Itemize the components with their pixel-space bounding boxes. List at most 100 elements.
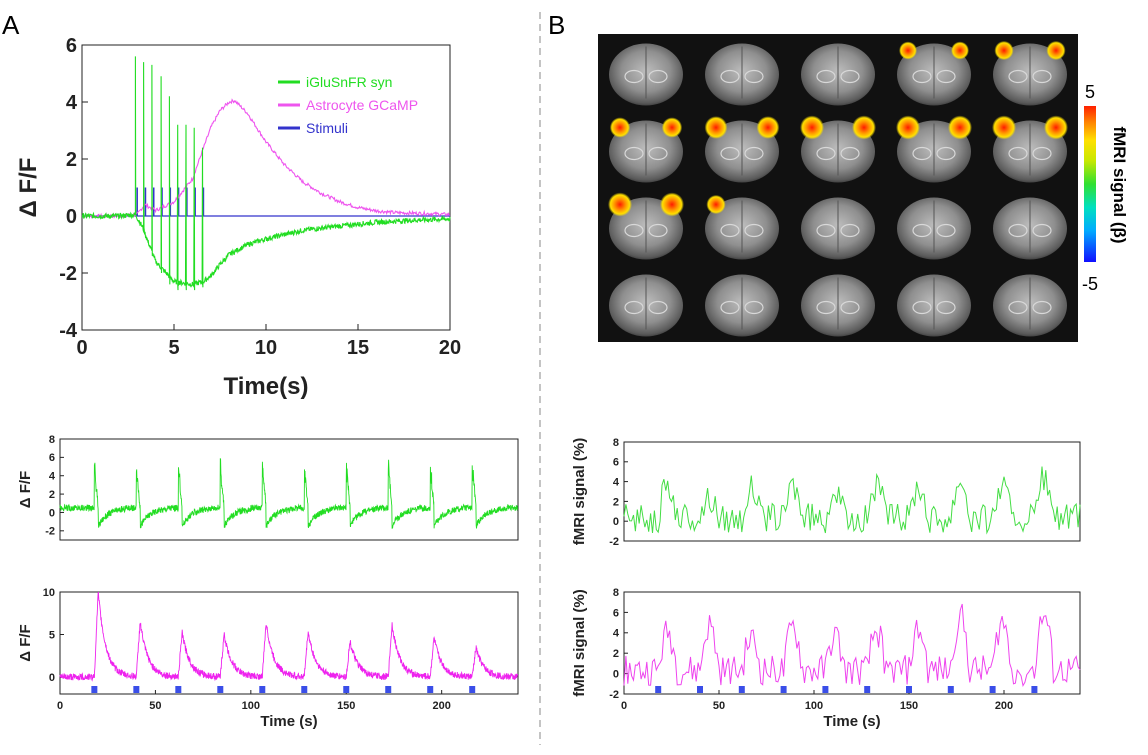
x-tick-label: 0 bbox=[621, 700, 627, 712]
slice-structure bbox=[1008, 223, 1028, 238]
activation-blob bbox=[608, 192, 632, 217]
activation-blob bbox=[609, 117, 631, 138]
mri-montage bbox=[598, 34, 1078, 342]
slice-structure bbox=[744, 223, 764, 238]
slice-structure bbox=[744, 146, 764, 161]
slice-structure bbox=[720, 146, 740, 161]
colorbar-min-label: -5 bbox=[1082, 274, 1098, 294]
y-axis-label: fMRI signal (%) bbox=[571, 589, 588, 697]
y-tick-label: 0 bbox=[49, 672, 55, 684]
y-tick-label: 2 bbox=[613, 648, 619, 660]
slice-structure bbox=[720, 223, 740, 238]
trace-line bbox=[59, 458, 519, 529]
slice-structure bbox=[648, 146, 668, 161]
y-tick-label: 6 bbox=[49, 452, 55, 464]
y-axis-label: fMRI signal (%) bbox=[571, 438, 588, 546]
trace-line bbox=[59, 591, 519, 682]
y-tick-label: 8 bbox=[613, 587, 619, 599]
slice-structure bbox=[816, 223, 836, 238]
activation-blob bbox=[1046, 40, 1066, 61]
y-axis-label: Δ F/F bbox=[17, 471, 34, 508]
x-tick-label: 100 bbox=[242, 700, 260, 712]
colorbar-title: fMRI signal (β) bbox=[1110, 126, 1129, 243]
activation-blob bbox=[951, 41, 969, 60]
colorbar: 5 -5 fMRI signal (β) bbox=[1082, 82, 1129, 294]
stimulus-marker bbox=[175, 686, 182, 693]
y-tick-label: -2 bbox=[45, 526, 55, 538]
x-tick-label: 0 bbox=[57, 700, 63, 712]
slice-structure bbox=[744, 300, 764, 315]
stimulus-marker bbox=[469, 686, 476, 693]
slice-structure bbox=[624, 300, 644, 315]
stimulus-marker bbox=[427, 686, 434, 693]
activation-blob bbox=[660, 192, 684, 217]
stimulus-marker bbox=[343, 686, 350, 693]
y-tick-label: 6 bbox=[613, 457, 619, 469]
colorbar-gradient bbox=[1084, 106, 1096, 262]
x-axis-label: Time (s) bbox=[260, 713, 317, 730]
slice-structure bbox=[840, 146, 860, 161]
y-tick-label: 0 bbox=[613, 516, 619, 528]
slice-structure bbox=[744, 69, 764, 84]
x-tick-label: 150 bbox=[337, 700, 355, 712]
slice-structure bbox=[936, 300, 956, 315]
trace-line bbox=[623, 603, 1081, 688]
chart-a-main: -4 -2 0 2 4 6 0 5 10 15 20 Time(s) Δ F/F iGluSnFR syn… bbox=[15, 35, 461, 400]
y-tick-label: 4 bbox=[66, 92, 78, 114]
y-tick-label: 6 bbox=[613, 607, 619, 619]
slice-structure bbox=[1032, 146, 1052, 161]
stimulus-marker bbox=[91, 686, 98, 693]
legend-label: Astrocyte GCaMP bbox=[306, 97, 418, 113]
y-tick-label: 0 bbox=[66, 206, 77, 228]
x-axis-label: Time (s) bbox=[823, 713, 880, 730]
panel-b-label: B bbox=[548, 10, 565, 40]
colorbar-max-label: 5 bbox=[1085, 82, 1095, 102]
activation-blob bbox=[1044, 115, 1068, 140]
panel-a-label: A bbox=[2, 10, 20, 40]
stimulus-marker bbox=[738, 686, 745, 693]
slice-structure bbox=[912, 223, 932, 238]
y-tick-label: 6 bbox=[66, 35, 77, 57]
stimulus-marker bbox=[906, 686, 912, 693]
slice-structure bbox=[624, 69, 644, 84]
stimulus-marker bbox=[301, 686, 308, 693]
slice-structure bbox=[1032, 223, 1052, 238]
slice-structure bbox=[648, 69, 668, 84]
axes-box bbox=[623, 591, 1081, 695]
x-tick-label: 100 bbox=[805, 700, 823, 712]
x-tick-label: 200 bbox=[432, 700, 450, 712]
slice-structure bbox=[912, 146, 932, 161]
y-tick-label: -2 bbox=[609, 689, 619, 701]
y-tick-label: -4 bbox=[59, 320, 78, 342]
axes-box bbox=[59, 438, 519, 541]
y-tick-label: 0 bbox=[49, 507, 55, 519]
stimulus-marker bbox=[947, 686, 954, 693]
slice-structure bbox=[816, 300, 836, 315]
y-tick-label: 4 bbox=[613, 628, 620, 640]
slice-structure bbox=[840, 300, 860, 315]
slice-structure bbox=[1032, 69, 1052, 84]
y-tick-label: 8 bbox=[49, 434, 55, 446]
slice-structure bbox=[936, 223, 956, 238]
x-tick-label: 15 bbox=[347, 337, 369, 359]
slice-structure bbox=[912, 69, 932, 84]
activation-blob bbox=[756, 116, 780, 139]
slice-structure bbox=[1032, 300, 1052, 315]
activation-blob bbox=[706, 194, 726, 215]
stimulus-marker bbox=[385, 686, 392, 693]
activation-blob bbox=[896, 115, 920, 140]
trace-line bbox=[623, 466, 1081, 535]
stimulus-marker bbox=[217, 686, 224, 693]
series-iglusnfr bbox=[81, 56, 451, 291]
slice-structure bbox=[624, 146, 644, 161]
slice-structure bbox=[1008, 69, 1028, 84]
x-tick-label: 0 bbox=[76, 337, 87, 359]
stimulus-marker bbox=[1031, 686, 1038, 693]
activation-blob bbox=[899, 41, 917, 60]
slice-structure bbox=[816, 69, 836, 84]
legend-label: Stimuli bbox=[306, 120, 348, 136]
slice-structure bbox=[1008, 300, 1028, 315]
slice-structure bbox=[720, 300, 740, 315]
